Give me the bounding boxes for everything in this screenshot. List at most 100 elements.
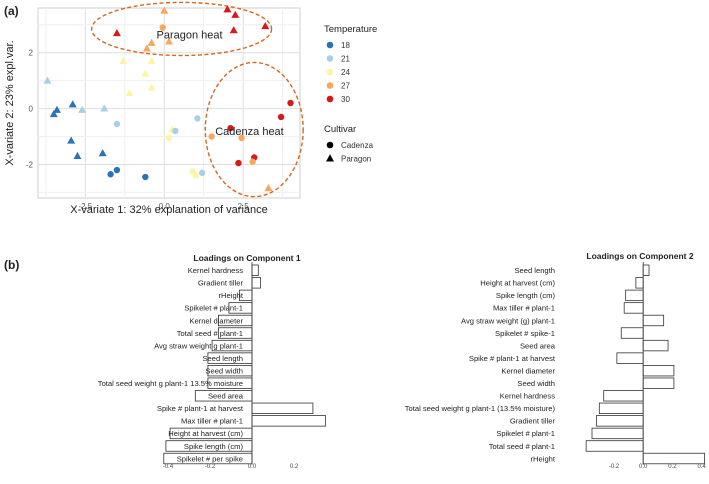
loading-bar bbox=[623, 302, 644, 314]
loading-bar bbox=[251, 264, 259, 276]
loading-bar bbox=[585, 440, 644, 452]
scatter-point-paragon bbox=[264, 184, 273, 192]
loading-category-label: Height at harvest (cm) bbox=[480, 279, 555, 288]
scatter-point-paragon bbox=[229, 26, 238, 34]
scatter-point-paragon bbox=[147, 38, 156, 46]
legend-temperature-title: Temperature bbox=[324, 24, 377, 35]
loading-category-label: Gradient tiller bbox=[510, 417, 556, 426]
loading-bar bbox=[620, 327, 644, 339]
loading-category-label: Spike length (cm) bbox=[184, 442, 244, 451]
loading-category-label: Total seed # plant-1 bbox=[177, 329, 243, 338]
legend-temperature-swatch bbox=[326, 41, 334, 49]
loading-category-label: Kernel diameter bbox=[501, 366, 555, 375]
scatter-point-cadenza bbox=[165, 134, 173, 142]
loading-bar bbox=[642, 314, 665, 327]
loadings-title: Loadings on Component 2 bbox=[586, 251, 693, 261]
scatter-y-tick-label: -2 bbox=[26, 160, 34, 169]
scatter-x-axis-label: X-variate 1: 32% explanation of variance bbox=[70, 204, 268, 216]
scatter-point-paragon bbox=[125, 89, 134, 97]
legend-cultivar-swatch bbox=[326, 154, 334, 162]
group-ellipse bbox=[204, 61, 304, 198]
loading-x-tick-label: 0.4 bbox=[698, 464, 707, 470]
loading-category-label: Spike length (cm) bbox=[496, 291, 556, 300]
loading-category-label: Spikelet # spike-1 bbox=[495, 329, 555, 338]
loading-category-label: Seed width bbox=[205, 366, 243, 375]
scatter-point-cadenza bbox=[194, 115, 201, 122]
scatter-x-tick-label: 0.0 bbox=[159, 202, 171, 211]
scatter-point-paragon bbox=[231, 10, 240, 18]
loading-bar bbox=[251, 402, 314, 414]
scatter-point-paragon bbox=[142, 44, 151, 52]
scatter-point-cadenza bbox=[142, 173, 149, 181]
scatter-point-paragon bbox=[147, 56, 156, 65]
loadings-title: Loadings on Component 1 bbox=[193, 253, 300, 263]
loading-bar bbox=[603, 390, 644, 402]
loading-bar bbox=[642, 377, 675, 389]
loading-category-label: Seed length bbox=[202, 354, 243, 363]
scatter-point-cadenza bbox=[227, 124, 234, 132]
loading-bar bbox=[642, 264, 650, 276]
scatter-point-paragon bbox=[73, 151, 82, 160]
scatter-point-cadenza bbox=[113, 120, 121, 128]
loading-bar bbox=[635, 277, 644, 289]
scatter-point-cadenza bbox=[172, 127, 179, 135]
legend-temperature-label: 27 bbox=[341, 82, 350, 91]
group-ellipse bbox=[90, 1, 273, 57]
legend-cultivar-label: Paragon bbox=[341, 155, 371, 164]
loading-category-label: Max tiller # plant-1 bbox=[493, 304, 555, 313]
loading-category-label: Gradient tiller bbox=[198, 279, 244, 288]
legend-temperature-swatch bbox=[326, 95, 334, 103]
scatter-point-paragon bbox=[141, 69, 150, 77]
loading-category-label: Avg straw weight (g) plant-1 bbox=[461, 316, 555, 325]
loading-category-label: Max tiller # plant-1 bbox=[181, 417, 243, 426]
loading-bar bbox=[595, 415, 644, 427]
group-annotation: Paragon heat bbox=[156, 30, 222, 42]
loading-category-label: Spikelet # plant-1 bbox=[184, 304, 243, 313]
scatter-x-tick-label: -2.5 bbox=[78, 202, 92, 211]
loading-category-label: Total seed # plant-1 bbox=[489, 442, 555, 451]
scatter-point-cadenza bbox=[277, 113, 285, 121]
loading-x-tick-label: 0.0 bbox=[639, 464, 648, 470]
loading-category-label: Seed area bbox=[208, 392, 244, 401]
loading-category-label: Kernel hardness bbox=[500, 392, 556, 401]
loading-x-tick-label: 0.2 bbox=[290, 464, 299, 470]
legend-cultivar-label: Cadenza bbox=[341, 141, 374, 150]
loading-bar bbox=[625, 289, 644, 302]
legend-temperature-label: 18 bbox=[341, 41, 350, 50]
scatter-point-paragon bbox=[165, 37, 173, 45]
loading-category-label: Height at harvest (cm) bbox=[168, 429, 243, 438]
scatter-point-cadenza bbox=[198, 169, 206, 177]
scatter-point-cadenza bbox=[235, 159, 242, 167]
loading-bar bbox=[251, 277, 261, 289]
scatter-y-axis-label: X-variate 2: 23% expl.var. bbox=[4, 40, 16, 165]
scatter-point-paragon bbox=[98, 149, 107, 157]
panel-a-label: (a) bbox=[4, 4, 19, 18]
loading-category-label: Spikelet # per spike bbox=[177, 454, 243, 463]
scatter-point-paragon bbox=[100, 104, 109, 112]
loading-bar bbox=[591, 427, 644, 440]
legend-cultivar-title: Cultivar bbox=[324, 124, 356, 135]
loading-bar bbox=[642, 365, 675, 377]
legend-temperature-swatch bbox=[326, 68, 334, 76]
scatter-point-paragon bbox=[78, 105, 87, 113]
loading-category-label: Spikelet # plant-1 bbox=[496, 429, 555, 438]
loading-category-label: Kernel hardness bbox=[188, 266, 244, 275]
loading-category-label: Total seed weight g plant-1 (13.5% moist… bbox=[405, 404, 556, 413]
loading-x-tick-label: -0.2 bbox=[609, 464, 620, 470]
scatter-x-tick-label: 2.5 bbox=[238, 202, 250, 211]
scatter-point-cadenza bbox=[113, 166, 121, 174]
legend-temperature-label: 24 bbox=[341, 68, 350, 77]
scatter-point-paragon bbox=[160, 6, 169, 14]
loading-category-label: Avg straw weight g plant-1 bbox=[154, 341, 243, 350]
loading-category-label: Spike # plant-1 at harvest bbox=[469, 354, 556, 363]
loading-category-label: Seed area bbox=[520, 341, 556, 350]
loading-x-tick-label: 0.2 bbox=[668, 464, 677, 470]
scatter-point-cadenza bbox=[107, 171, 114, 178]
scatter-point-paragon bbox=[49, 109, 58, 118]
loading-category-label: rHeight bbox=[531, 454, 556, 463]
legend-temperature-swatch bbox=[326, 82, 334, 89]
scatter-point-cadenza bbox=[287, 99, 294, 107]
scatter-point-paragon bbox=[43, 76, 52, 84]
loading-x-tick-label: -0.2 bbox=[205, 464, 216, 470]
